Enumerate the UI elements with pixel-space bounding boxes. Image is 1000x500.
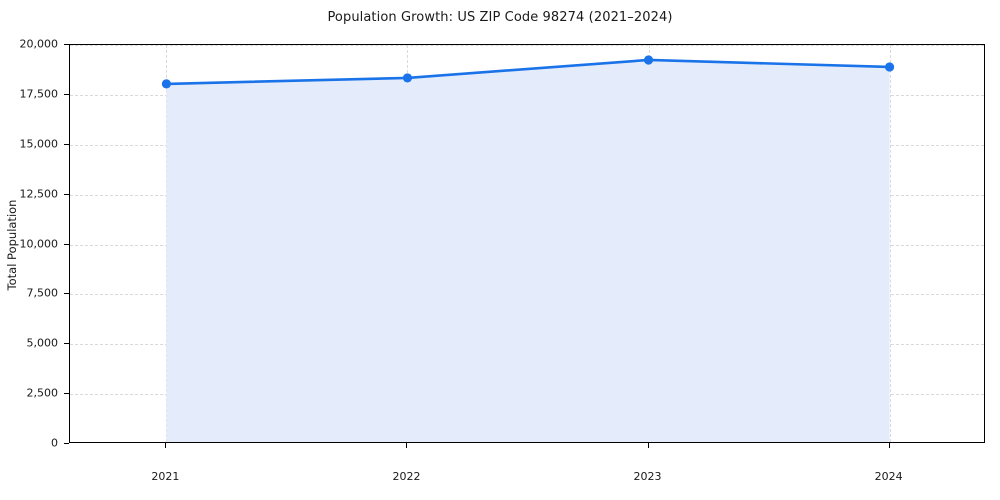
y-tick-label: 12,500 — [19, 187, 59, 201]
x-tick-label: 2021 — [151, 470, 180, 483]
x-tick-mark — [647, 443, 649, 448]
y-tick-mark — [64, 243, 69, 245]
x-tick-mark — [406, 443, 408, 448]
x-tick-label: 2022 — [392, 470, 421, 483]
x-tick-mark — [165, 443, 167, 448]
data-series-layer — [161, 55, 895, 442]
y-tick-mark — [64, 143, 69, 145]
area-fill-path — [166, 59, 890, 442]
y-tick-mark — [64, 343, 69, 345]
data-point-markers — [161, 55, 895, 89]
y-tick-label: 10,000 — [19, 237, 59, 250]
y-tick-mark — [64, 293, 69, 295]
gridline-vertical — [889, 45, 891, 442]
data-point-marker — [643, 55, 654, 65]
gridline-horizontal — [70, 45, 984, 46]
y-tick-mark — [64, 193, 69, 195]
y-tick-mark — [64, 44, 69, 45]
data-point-marker — [884, 62, 895, 72]
y-tick-label: 0 — [51, 436, 58, 450]
y-tick-label: 20,000 — [19, 37, 59, 51]
y-tick-mark — [64, 393, 69, 395]
x-tick-label: 2023 — [633, 470, 662, 483]
line-series-path — [165, 58, 891, 86]
plot-area — [69, 44, 985, 443]
y-tick-label: 17,500 — [19, 87, 59, 101]
data-point-marker — [161, 79, 172, 89]
data-point-marker — [402, 73, 413, 83]
x-tick-mark — [888, 443, 890, 448]
y-tick-label: 5,000 — [26, 336, 59, 350]
chart-title: Population Growth: US ZIP Code 98274 (20… — [327, 10, 673, 25]
y-tick-mark — [64, 443, 69, 444]
y-tick-mark — [64, 93, 69, 95]
y-tick-label: 15,000 — [19, 137, 59, 151]
y-tick-label: 2,500 — [26, 386, 59, 400]
x-tick-label: 2024 — [874, 470, 903, 483]
y-tick-label: 7,500 — [26, 286, 59, 300]
